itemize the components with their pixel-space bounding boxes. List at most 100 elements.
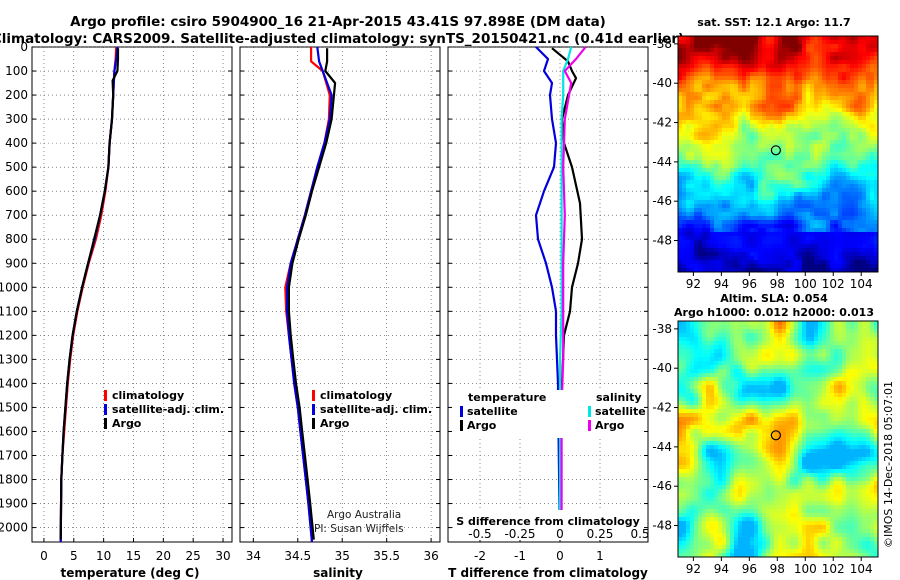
- map-cell: [794, 365, 799, 370]
- map-cell: [694, 72, 699, 77]
- map-cell: [822, 72, 827, 77]
- map-cell: [826, 449, 831, 454]
- map-cell: [778, 104, 783, 109]
- map-cell: [690, 124, 695, 129]
- t-difference-label: T difference from climatology: [448, 566, 648, 580]
- map-cell: [850, 373, 855, 378]
- map-cell: [738, 337, 743, 342]
- map-cell: [734, 80, 739, 85]
- map-cell: [862, 349, 867, 354]
- map-cell: [730, 341, 735, 346]
- map-cell: [714, 60, 719, 65]
- map-cell: [858, 264, 863, 269]
- map-cell: [830, 397, 835, 402]
- x-tick-label: 0: [556, 549, 564, 563]
- map-cell: [754, 248, 759, 253]
- map-cell: [874, 260, 879, 265]
- map-cell: [754, 433, 759, 438]
- map-cell: [826, 337, 831, 342]
- map-cell: [810, 196, 815, 201]
- map-cell: [862, 353, 867, 358]
- temperature-x-axis: 0 5 10 15 20 25 30: [40, 538, 231, 563]
- map-cell: [802, 232, 807, 237]
- map-cell: [850, 164, 855, 169]
- salinity-x-axis: 34 34.5 35 35.5 36: [246, 538, 439, 563]
- map-cell: [754, 453, 759, 458]
- map-cell: [782, 453, 787, 458]
- map-cell: [698, 405, 703, 410]
- lon-tick-label: 96: [742, 277, 757, 291]
- map-cell: [806, 393, 811, 398]
- map-cell: [710, 329, 715, 334]
- map-cell: [786, 401, 791, 406]
- map-cell: [698, 208, 703, 213]
- map-cell: [730, 208, 735, 213]
- map-cell: [738, 108, 743, 113]
- map-cell: [874, 204, 879, 209]
- map-cell: [782, 437, 787, 442]
- map-cell: [754, 268, 759, 273]
- map-cell: [866, 180, 871, 185]
- map-cell: [762, 56, 767, 61]
- map-cell: [850, 228, 855, 233]
- map-cell: [846, 345, 851, 350]
- map-cell: [858, 228, 863, 233]
- map-cell: [690, 264, 695, 269]
- map-cell: [694, 116, 699, 121]
- map-cell: [714, 385, 719, 390]
- map-cell: [854, 148, 859, 153]
- map-cell: [866, 204, 871, 209]
- map-cell: [742, 72, 747, 77]
- map-cell: [678, 156, 683, 161]
- map-cell: [738, 92, 743, 97]
- map-cell: [842, 393, 847, 398]
- map-cell: [842, 148, 847, 153]
- map-cell: [866, 369, 871, 374]
- map-cell: [702, 184, 707, 189]
- map-cell: [822, 417, 827, 422]
- map-cell: [842, 268, 847, 273]
- map-cell: [830, 204, 835, 209]
- map-cell: [814, 132, 819, 137]
- map-cell: [698, 80, 703, 85]
- map-cell: [766, 124, 771, 129]
- map-cell: [762, 264, 767, 269]
- map-cell: [822, 357, 827, 362]
- map-cell: [806, 200, 811, 205]
- map-cell: [806, 40, 811, 45]
- map-cell: [782, 80, 787, 85]
- map-cell: [850, 260, 855, 265]
- map-cell: [830, 56, 835, 61]
- map-cell: [734, 397, 739, 402]
- map-cell: [822, 184, 827, 189]
- map-cell: [842, 212, 847, 217]
- map-cell: [778, 244, 783, 249]
- map-cell: [746, 40, 751, 45]
- map-cell: [746, 52, 751, 57]
- map-cell: [826, 405, 831, 410]
- map-cell: [706, 84, 711, 89]
- map-cell: [770, 437, 775, 442]
- map-cell: [806, 92, 811, 97]
- map-cell: [814, 381, 819, 386]
- map-cell: [710, 164, 715, 169]
- map-cell: [822, 172, 827, 177]
- map-cell: [790, 361, 795, 366]
- map-cell: [706, 176, 711, 181]
- map-cell: [866, 401, 871, 406]
- map-cell: [750, 437, 755, 442]
- map-cell: [826, 240, 831, 245]
- map-cell: [766, 325, 771, 330]
- map-cell: [710, 80, 715, 85]
- map-cell: [858, 140, 863, 145]
- map-cell: [754, 224, 759, 229]
- map-cell: [686, 228, 691, 233]
- map-cell: [806, 112, 811, 117]
- map-cell: [810, 264, 815, 269]
- map-cell: [794, 108, 799, 113]
- map-cell: [762, 204, 767, 209]
- map-cell: [714, 40, 719, 45]
- x-tick-label: 30: [215, 549, 230, 563]
- map-cell: [834, 349, 839, 354]
- map-cell: [742, 433, 747, 438]
